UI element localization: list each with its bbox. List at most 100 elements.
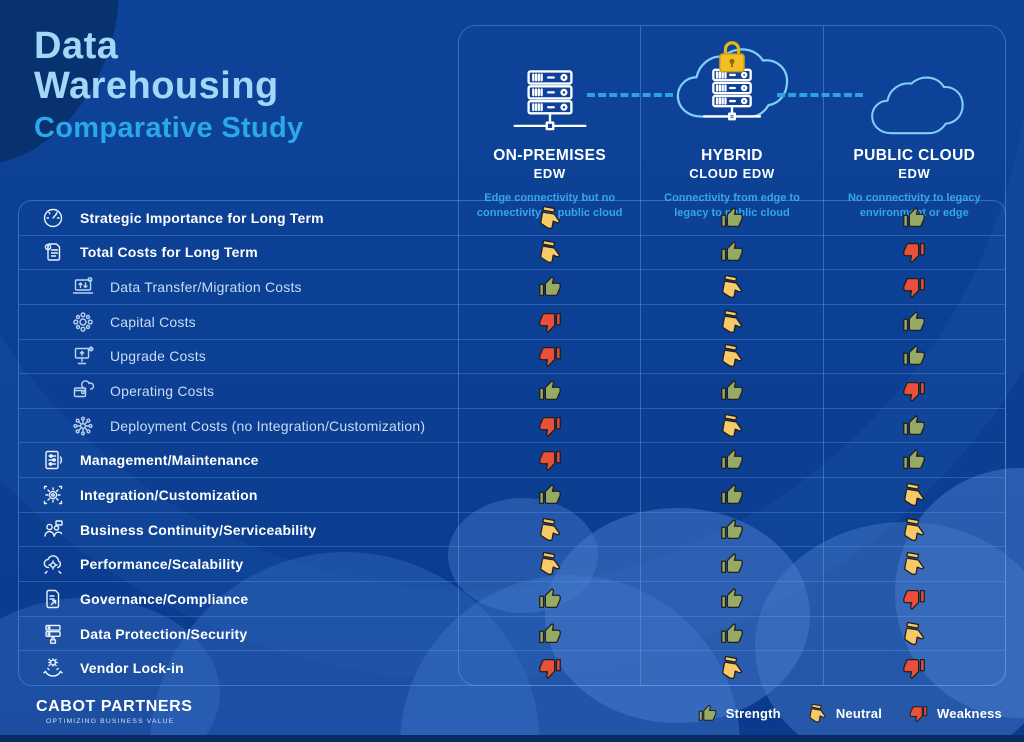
table-row: Management/Maintenance [19,442,1005,477]
table-row: Deployment Costs (no Integration/Customi… [19,407,1005,443]
cell-hybrid [641,655,823,681]
cell-on-premises [459,205,641,231]
row-label: Deployment Costs (no Integration/Customi… [110,417,426,434]
cell-public-cloud [823,447,1005,473]
column-name: PUBLIC CLOUD [853,147,976,164]
capital-costs-icon [71,310,95,334]
management-icon [41,448,65,472]
cell-on-premises [459,239,641,265]
rating-neutral-icon [722,274,743,299]
table-row: Business Continuity/Serviceability [19,511,1005,547]
rating-strength-icon [903,345,925,366]
rating-strength-icon [721,241,743,262]
rating-strength-icon [539,380,561,401]
rating-strength-icon [721,518,743,539]
cell-hybrid [641,239,823,265]
background-cloud [545,508,810,723]
cell-public-cloud [823,551,1005,577]
rating-neutral-icon [540,552,561,576]
rating-weakness-icon [903,659,925,680]
cell-on-premises [459,378,641,404]
rating-weakness-icon [539,312,561,333]
logo-name: CABOT PARTNERS [36,698,193,715]
cell-hybrid [641,551,823,577]
rating-neutral-icon [904,552,925,576]
rating-strength-icon [903,206,925,227]
cell-hybrid [641,482,823,508]
row-label: Data Protection/Security [80,625,248,642]
legend-item-strength: Strength [697,703,781,724]
rating-neutral-icon [540,205,561,229]
legend-label: Strength [725,706,781,721]
cell-on-premises [459,586,641,612]
rating-weakness-icon [903,278,925,298]
connector-dashed-line [777,93,863,97]
cloud-icon [862,36,966,140]
rating-neutral-icon [722,309,743,333]
cell-public-cloud [823,378,1005,404]
data-transfer-icon [71,275,95,299]
table-row: Strategic Importance for Long Term [19,201,1005,235]
row-label: Management/Maintenance [80,452,259,469]
table-row: Integration/Customization [19,477,1005,512]
cell-public-cloud [823,309,1005,335]
rating-weakness-icon [539,416,561,437]
table-row: Data Protection/Security [19,615,1005,651]
logo-tagline: OPTIMIZING BUSINESS VALUE [46,718,175,725]
rating-strength-icon [903,310,925,331]
rating-strength-icon [903,414,925,435]
rating-weakness-icon [539,659,561,680]
row-label: Business Continuity/Serviceability [80,521,317,538]
cell-public-cloud [823,205,1005,231]
rating-strength-icon [903,449,925,470]
cell-public-cloud [823,586,1005,612]
rating-neutral-icon [809,703,826,723]
cell-hybrid [641,586,823,612]
business-continuity-icon [41,518,65,542]
cost-document-icon [41,240,65,264]
rating-strength-icon [539,276,561,297]
server-rack-icon [510,36,590,140]
connector-dashed-line [587,93,673,97]
table-row: Performance/Scalability [19,546,1005,581]
rating-weakness-icon [909,706,928,723]
row-label: Capital Costs [110,313,196,330]
rating-weakness-icon [903,589,925,610]
rating-neutral-icon [722,344,743,368]
column-subname: EDW [898,166,931,181]
operating-costs-icon [71,379,95,403]
rating-strength-icon [721,622,743,643]
rating-strength-icon [721,484,743,504]
rating-neutral-icon [904,517,925,541]
row-label: Data Transfer/Migration Costs [110,279,302,296]
cell-on-premises [459,551,641,577]
column-name: HYBRID [701,147,763,164]
rating-strength-icon [721,449,743,470]
footer-bar [0,735,1024,742]
comparison-table: Strategic Importance for Long Term Total… [18,200,1006,686]
column-headers: ON-PREMISES EDW Edge connectivity but no… [458,25,1006,686]
table-row: Governance/Compliance [19,581,1005,616]
rating-neutral-icon [904,482,925,506]
row-label: Strategic Importance for Long Term [80,209,324,226]
governance-icon [41,587,65,611]
background-cloud [448,498,598,613]
cell-public-cloud [823,621,1005,647]
row-label: Vendor Lock-in [80,660,184,677]
cell-public-cloud [823,274,1005,300]
cell-public-cloud [823,482,1005,508]
column-name: ON-PREMISES [493,147,607,164]
rating-strength-icon [539,622,561,643]
rating-strength-icon [721,380,743,401]
legend-label: Neutral [835,706,883,721]
page-title: Data Warehousing Comparative Study [34,26,303,145]
column-subname: EDW [533,166,566,181]
cell-hybrid [641,621,823,647]
title-line2: Warehousing [34,65,279,108]
table-row: Capital Costs [19,303,1005,339]
cell-hybrid [641,309,823,335]
gauge-icon [41,206,65,230]
cabot-partners-logo: CABOT PARTNERS OPTIMIZING BUSINESS VALUE [36,698,193,725]
cell-public-cloud [823,413,1005,439]
